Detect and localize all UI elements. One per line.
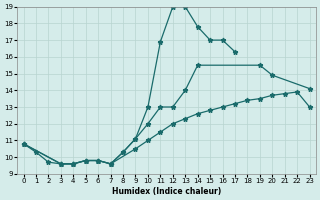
X-axis label: Humidex (Indice chaleur): Humidex (Indice chaleur) [112,187,221,196]
